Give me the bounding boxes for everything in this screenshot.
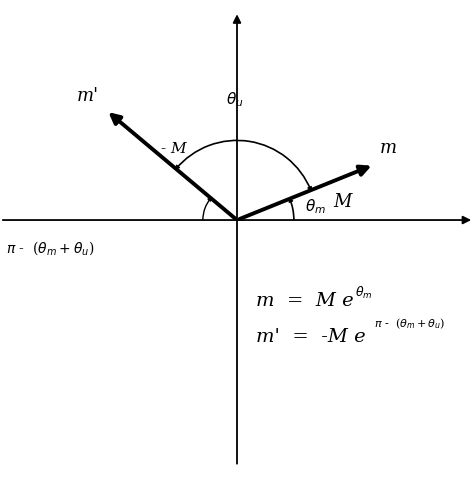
Text: m'  =  -M e: m' = -M e	[256, 328, 365, 346]
Text: M: M	[333, 193, 352, 211]
Text: m': m'	[77, 87, 99, 105]
Text: m: m	[380, 139, 397, 157]
Text: $\theta_m$: $\theta_m$	[305, 197, 326, 216]
Text: - M: - M	[162, 142, 187, 156]
Text: $\pi$ -  ($\theta_m + \theta_u$): $\pi$ - ($\theta_m + \theta_u$)	[374, 317, 445, 331]
Text: $\theta_u$: $\theta_u$	[226, 91, 243, 109]
Text: $\pi$ -  ($\theta_m + \theta_u$): $\pi$ - ($\theta_m + \theta_u$)	[6, 239, 94, 257]
Text: $\theta_m$: $\theta_m$	[355, 284, 372, 301]
Text: m  =  M e: m = M e	[256, 292, 354, 310]
